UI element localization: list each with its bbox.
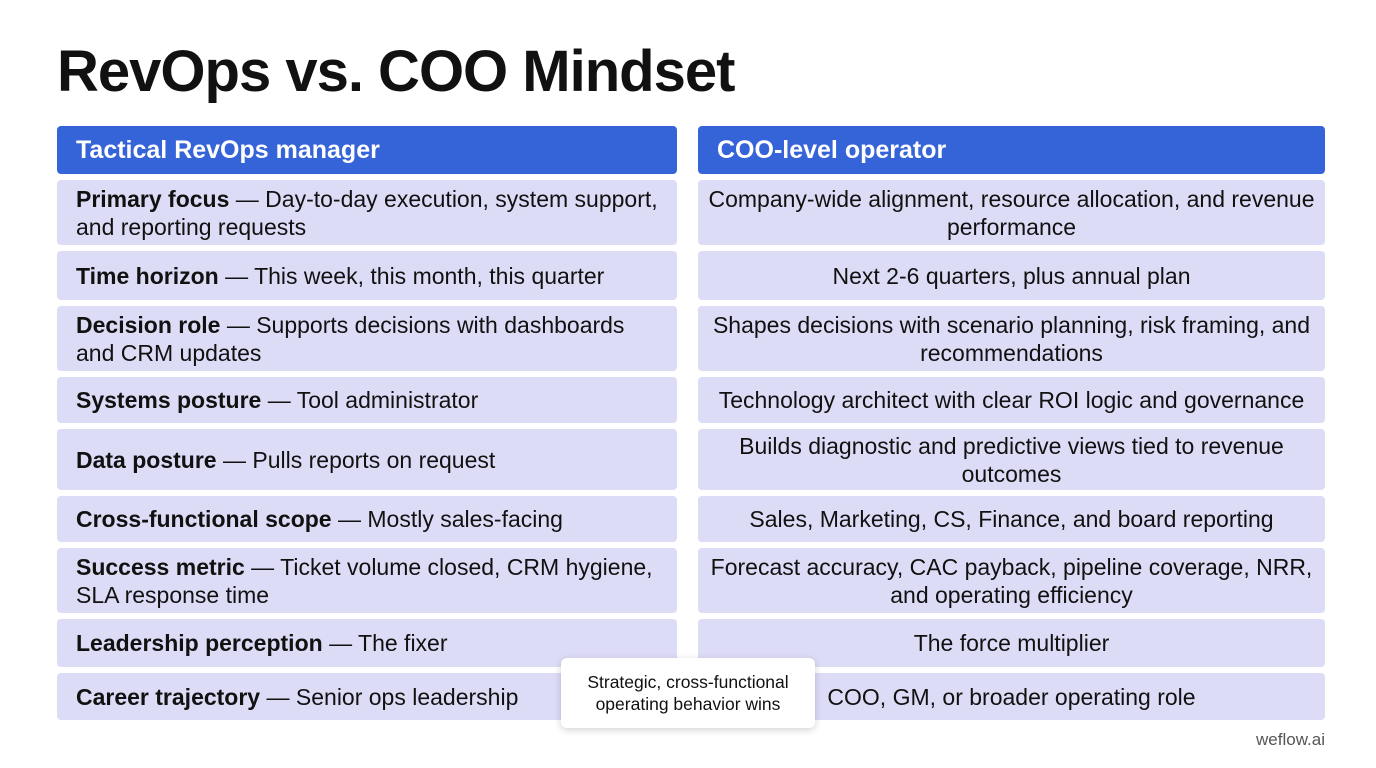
table-cell: Shapes decisions with scenario planning,… — [698, 306, 1325, 371]
cell-label: Time horizon — [76, 262, 219, 289]
cell-text: Time horizon — This week, this month, th… — [76, 262, 604, 290]
callout: Strategic, cross-functional operating be… — [561, 658, 815, 728]
cell-text: Builds diagnostic and predictive views t… — [739, 432, 1284, 487]
cell-text: Next 2-6 quarters, plus annual plan — [832, 262, 1191, 289]
cell-description: — Pulls reports on request — [222, 446, 496, 473]
cell-label: Decision role — [76, 311, 221, 338]
cell-text: The force multiplier — [913, 630, 1110, 656]
table-cell: Success metric — Ticket volume closed, C… — [57, 548, 677, 613]
cell-description: — Ticket volume closed, CRM hygiene, SLA… — [76, 553, 653, 608]
cell-text: Career trajectory — Senior ops leadershi… — [76, 683, 518, 711]
cell-text: Technology architect with clear ROI logi… — [718, 387, 1305, 413]
table-cell: Company-wide alignment, resource allocat… — [698, 180, 1325, 245]
cell-text: Sales, Marketing, CS, Finance, and board… — [749, 506, 1274, 532]
cell-label: Career trajectory — [76, 683, 261, 710]
table-cell: Primary focus — Day-to-day execution, sy… — [57, 180, 677, 245]
column-header: COO-level operator — [698, 126, 1325, 174]
cell-text: Cross-functional scope — Mostly sales-fa… — [76, 505, 563, 533]
cell-description: — Senior ops leadership — [266, 683, 519, 710]
table-cell: Forecast accuracy, CAC payback, pipeline… — [698, 548, 1325, 613]
cell-text: Systems posture — Tool administrator — [76, 386, 478, 414]
cell-text: Decision role — Supports decisions with … — [76, 311, 663, 367]
table-cell: Cross-functional scope — Mostly sales-fa… — [57, 496, 677, 542]
cell-description: — Supports decisions with dashboards and… — [76, 311, 625, 366]
cell-label: Success metric — [76, 553, 245, 580]
table-cell: Time horizon — This week, this month, th… — [57, 251, 677, 300]
cell-description: — Day-to-day execution, system support, … — [76, 185, 658, 240]
cell-label: Leadership perception — [76, 630, 323, 656]
column-header: Tactical RevOps manager — [57, 126, 677, 174]
cell-description: — Mostly sales-facing — [338, 506, 563, 532]
table-cell: Next 2-6 quarters, plus annual plan — [698, 251, 1325, 300]
cell-label: Data posture — [76, 446, 217, 473]
cell-label: Cross-functional scope — [76, 506, 332, 532]
table-cell: Builds diagnostic and predictive views t… — [698, 429, 1325, 490]
cell-text: Company-wide alignment, resource allocat… — [708, 185, 1315, 240]
table-cell: Systems posture — Tool administrator — [57, 377, 677, 423]
table-cell: Sales, Marketing, CS, Finance, and board… — [698, 496, 1325, 542]
table-cell: Decision role — Supports decisions with … — [57, 306, 677, 371]
title: RevOps vs. COO Mindset — [57, 39, 735, 104]
brand: weflow.ai — [1256, 730, 1325, 749]
cell-text: Shapes decisions with scenario planning,… — [712, 311, 1311, 366]
cell-label: Primary focus — [76, 185, 230, 212]
cell-text: Primary focus — Day-to-day execution, sy… — [76, 185, 663, 241]
cell-description: — The fixer — [329, 630, 448, 656]
cell-text: Leadership perception — The fixer — [76, 629, 448, 657]
cell-description: — This week, this month, this quarter — [225, 262, 605, 289]
cell-text: Success metric — Ticket volume closed, C… — [76, 553, 663, 609]
cell-text: COO, GM, or broader operating role — [827, 683, 1196, 710]
cell-description: — Tool administrator — [267, 387, 479, 413]
cell-text: Data posture — Pulls reports on request — [76, 446, 495, 474]
table-cell: Data posture — Pulls reports on request — [57, 429, 677, 490]
cell-label: Systems posture — [76, 387, 262, 413]
cell-text: Forecast accuracy, CAC payback, pipeline… — [710, 553, 1313, 608]
table-cell: Technology architect with clear ROI logi… — [698, 377, 1325, 423]
